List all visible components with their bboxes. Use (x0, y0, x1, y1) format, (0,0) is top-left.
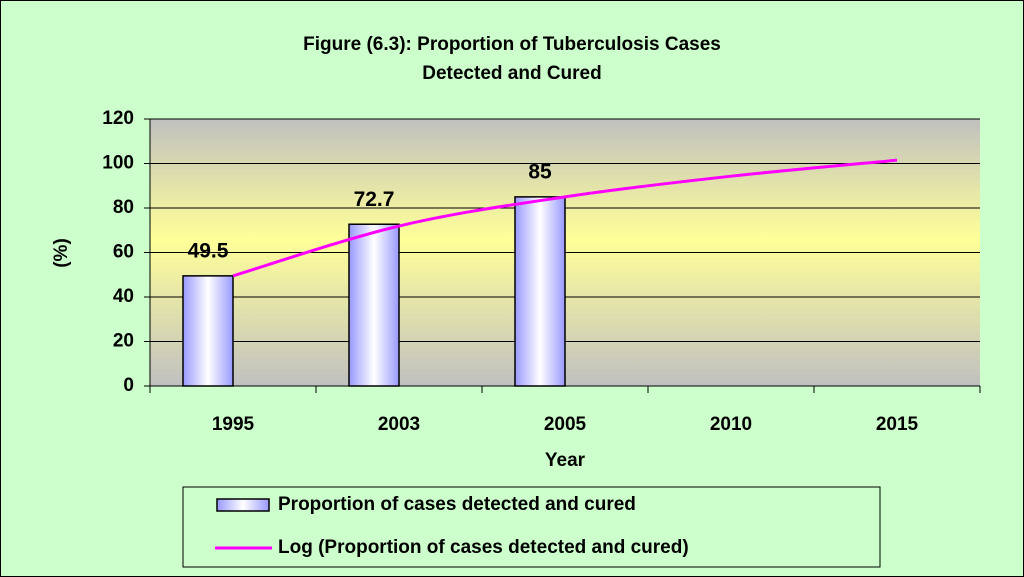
x-tick-label: 2003 (378, 414, 420, 435)
bar (348, 223, 400, 387)
x-tick-label: 2015 (876, 414, 919, 435)
y-tick-label: 20 (113, 331, 134, 352)
legend (182, 486, 881, 568)
y-tick-label: 60 (113, 242, 134, 263)
chart-title: Figure (6.3): Proportion of Tuberculosis… (303, 34, 721, 55)
x-tick-label: 2010 (710, 414, 752, 435)
legend-label: Proportion of cases detected and cured (278, 494, 636, 515)
data-label: 49.5 (188, 239, 229, 262)
bar (182, 275, 234, 387)
y-axis-label: (%) (51, 238, 72, 268)
trend-line (232, 158, 898, 278)
data-label: 72.7 (354, 188, 395, 211)
legend-swatch (216, 498, 270, 512)
x-tick-label: 2005 (544, 414, 587, 435)
x-axis-label: Year (545, 450, 586, 471)
y-tick-label: 120 (102, 108, 134, 129)
y-tick-label: 40 (113, 286, 134, 307)
chart-title: Detected and Cured (422, 63, 601, 84)
bar (514, 196, 566, 387)
x-tick-label: 1995 (212, 414, 255, 435)
y-tick-label: 100 (102, 153, 134, 174)
y-tick-label: 0 (123, 375, 134, 396)
data-label: 85 (528, 160, 552, 183)
legend-label: Log (Proportion of cases detected and cu… (278, 537, 689, 558)
y-tick-label: 80 (113, 197, 134, 218)
